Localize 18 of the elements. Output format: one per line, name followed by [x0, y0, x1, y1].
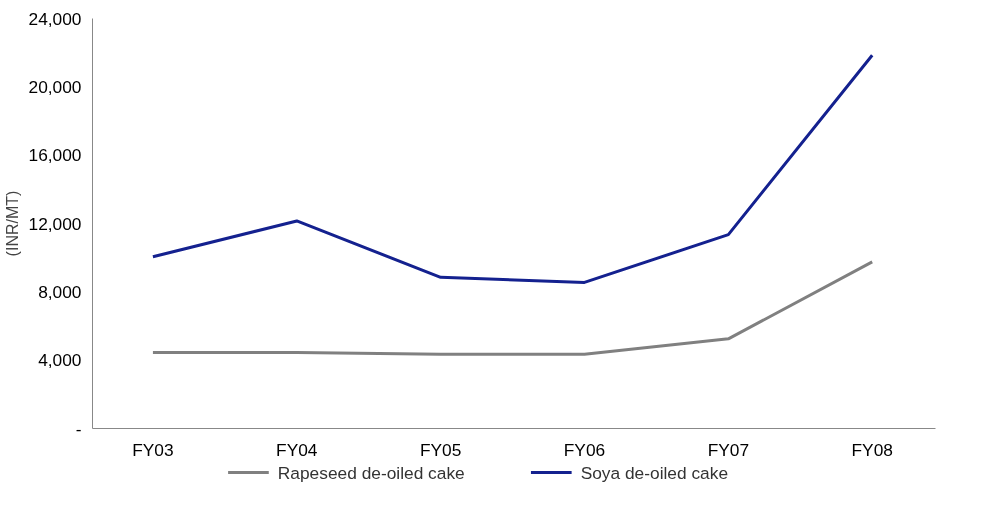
y-tick-label: 16,000: [28, 145, 82, 166]
y-tick-label: 8,000: [38, 281, 82, 302]
x-tick-label: FY03: [132, 439, 174, 460]
x-tick-label: FY05: [419, 439, 462, 460]
x-tick-label: FY08: [851, 439, 893, 460]
y-axis-title: (INR/MT): [3, 190, 21, 257]
legend-label: Rapeseed de-oiled cake: [277, 462, 465, 483]
line-series: [151, 53, 874, 284]
y-tick-label: 24,000: [28, 8, 82, 29]
y-tick-label: -: [75, 418, 82, 439]
y-tick-label: 4,000: [38, 350, 82, 371]
x-tick-label: FY07: [707, 439, 750, 460]
legend-label: Soya de-oiled cake: [580, 462, 729, 483]
x-tick-label: FY06: [563, 439, 606, 460]
line-series: [151, 260, 874, 356]
y-tick-label: 20,000: [28, 76, 82, 97]
y-tick-label: 12,000: [28, 213, 82, 234]
x-tick-label: FY04: [276, 439, 318, 460]
